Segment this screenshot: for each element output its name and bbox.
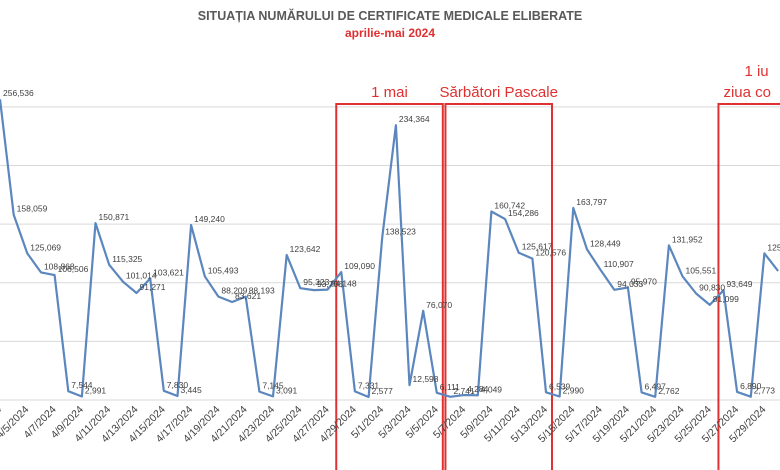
chart-title: SITUAȚIA NUMĂRULUI DE CERTIFICATE MEDICA… bbox=[198, 8, 582, 23]
data-label: 93,708 bbox=[317, 279, 343, 289]
data-label: 3,445 bbox=[180, 385, 202, 395]
data-label: 91,271 bbox=[140, 282, 166, 292]
data-label: 101,014 bbox=[126, 271, 157, 281]
data-label: 106,506 bbox=[58, 264, 89, 274]
annotation-box bbox=[717, 103, 780, 470]
data-label: 7,830 bbox=[167, 380, 189, 390]
data-label: 2,991 bbox=[85, 385, 107, 395]
data-label: 110,907 bbox=[604, 259, 634, 269]
data-label: 115,325 bbox=[112, 254, 142, 264]
chart-subtitle: aprilie-mai 2024 bbox=[345, 26, 435, 40]
data-label: 76,070 bbox=[426, 300, 452, 310]
data-label: 88,193 bbox=[249, 286, 275, 296]
data-label: 7,145 bbox=[262, 381, 284, 391]
annotation-label-line2: ziua co bbox=[723, 84, 771, 101]
data-label: 90,830 bbox=[699, 283, 725, 293]
data-label: 154,286 bbox=[508, 208, 539, 218]
data-label: 7,544 bbox=[71, 380, 93, 390]
series-line-group bbox=[0, 99, 779, 399]
data-label: 88,209 bbox=[221, 286, 247, 296]
data-label: 149,240 bbox=[194, 214, 225, 224]
annotations: 1 mai Sărbători Pascale 1 iu ziua co bbox=[335, 63, 780, 470]
data-label: 94,148 bbox=[331, 279, 357, 289]
annotation-label: Sărbători Pascale bbox=[440, 84, 558, 101]
data-label: 109,090 bbox=[344, 261, 375, 271]
data-label: 2,741 bbox=[453, 386, 475, 396]
annotation-label: 1 iu bbox=[744, 63, 768, 80]
data-label: 7,331 bbox=[358, 380, 380, 390]
data-label: 105,551 bbox=[686, 265, 717, 275]
series-line bbox=[0, 99, 779, 399]
data-label: 105,493 bbox=[208, 265, 239, 275]
data-label: 256,536 bbox=[3, 88, 34, 98]
data-label: 6,539 bbox=[549, 381, 571, 391]
annotation-label: 1 mai bbox=[371, 84, 408, 101]
data-label: 94,033 bbox=[617, 279, 643, 289]
data-label: 4,284 bbox=[467, 384, 489, 394]
data-label: 128,449 bbox=[590, 238, 621, 248]
data-label: 150,871 bbox=[99, 212, 130, 222]
data-label: 83,621 bbox=[235, 291, 261, 301]
data-label: 2,762 bbox=[658, 386, 680, 396]
data-label: 125,617 bbox=[522, 242, 553, 252]
data-label: 158,059 bbox=[17, 204, 48, 214]
data-label: 234,364 bbox=[399, 114, 430, 124]
data-label: 6,497 bbox=[645, 381, 667, 391]
data-label: 125,069 bbox=[30, 242, 61, 252]
data-label: 6,111 bbox=[440, 382, 460, 392]
data-label: 120,576 bbox=[535, 248, 566, 258]
data-label: 138,523 bbox=[385, 227, 416, 237]
data-label: 93,649 bbox=[726, 279, 752, 289]
data-label: 125, bbox=[767, 242, 780, 252]
data-label: 103,621 bbox=[153, 268, 184, 278]
data-label: 12,598 bbox=[413, 374, 439, 384]
data-label: 95,970 bbox=[631, 276, 657, 286]
data-label: 160,742 bbox=[494, 201, 525, 211]
annotation-box bbox=[335, 103, 444, 470]
data-label: 108,868 bbox=[44, 261, 75, 271]
data-label: 4,049 bbox=[481, 384, 503, 394]
data-label: 6,890 bbox=[740, 381, 762, 391]
data-label: 3,091 bbox=[276, 385, 298, 395]
data-label: 2,773 bbox=[754, 386, 776, 396]
data-label: 95,323 bbox=[303, 277, 329, 287]
data-label: 81,099 bbox=[713, 294, 739, 304]
data-label: 2,990 bbox=[563, 385, 585, 395]
x-axis-ticks: 4/3/20244/5/20244/7/20244/9/20244/11/202… bbox=[0, 404, 769, 446]
data-label: 2,577 bbox=[372, 386, 394, 396]
data-label: 123,642 bbox=[290, 244, 321, 254]
annotation-box bbox=[444, 103, 554, 470]
data-label: 131,952 bbox=[672, 234, 703, 244]
data-label: 163,797 bbox=[576, 197, 607, 207]
